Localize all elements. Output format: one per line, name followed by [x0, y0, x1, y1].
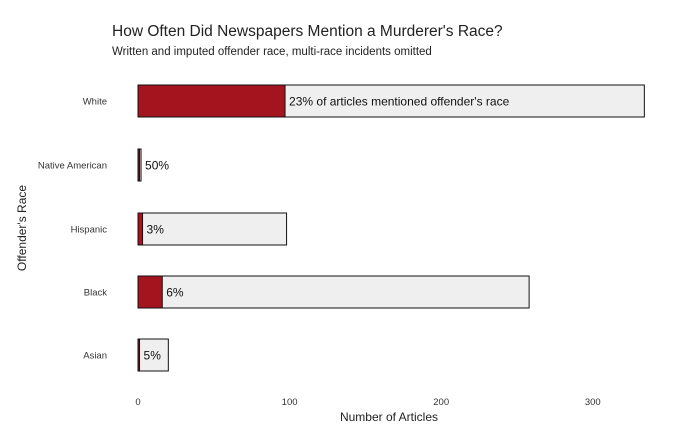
- chart-subtitle: Written and imputed offender race, multi…: [112, 46, 432, 58]
- bar-mentioned: [137, 338, 141, 372]
- x-tick-label: 100: [282, 397, 298, 408]
- data-label: 23% of articles mentioned offender's rac…: [289, 95, 510, 109]
- data-label: 50%: [145, 159, 169, 173]
- category-label: Native American: [38, 161, 107, 172]
- x-tick-label: 0: [135, 397, 140, 408]
- bar-mentioned: [137, 275, 163, 309]
- data-label: 3%: [147, 223, 165, 237]
- bars-group: White 23% of articles mentioned offender'…: [38, 84, 645, 372]
- chart-title: How Often Did Newspapers Mention a Murde…: [112, 23, 503, 40]
- bar-total: [137, 275, 530, 309]
- bar-total: [137, 212, 288, 246]
- y-axis-title: Offender's Race: [15, 185, 29, 271]
- x-tick-label: 200: [433, 397, 449, 408]
- data-label: 6%: [166, 286, 184, 300]
- category-label: Asian: [83, 351, 107, 362]
- category-label: White: [83, 97, 107, 108]
- category-label: Black: [84, 288, 107, 299]
- data-label: 5%: [144, 349, 162, 363]
- bar-mentioned: [137, 212, 144, 246]
- bar-mentioned: [137, 148, 141, 182]
- category-label: Hispanic: [71, 225, 108, 236]
- x-tick-label: 300: [585, 397, 601, 408]
- x-ticks-group: 0 100 200 300: [135, 397, 600, 408]
- x-axis-title: Number of Articles: [340, 410, 438, 424]
- bar-mentioned: [137, 84, 286, 118]
